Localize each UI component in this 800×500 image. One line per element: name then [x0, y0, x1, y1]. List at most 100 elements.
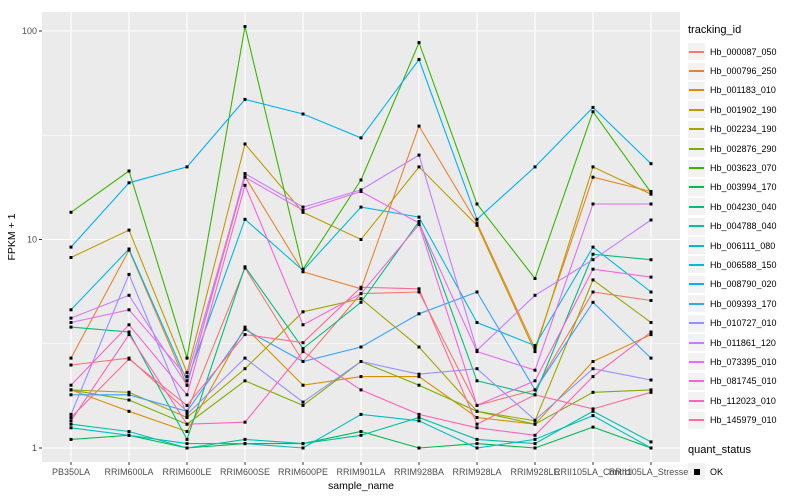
legend-item-label: Hb_081745_010 — [710, 376, 777, 387]
legend-item-label: Hb_004788_040 — [710, 221, 777, 232]
data-point — [127, 323, 131, 327]
data-point — [591, 414, 595, 418]
data-point — [243, 142, 247, 146]
data-point — [475, 403, 479, 407]
data-point — [301, 112, 305, 116]
data-point — [127, 228, 131, 232]
data-point — [475, 321, 479, 324]
data-point — [185, 416, 189, 419]
legend-item: Hb_001183_010 — [688, 81, 800, 100]
y-axis-title: FPKM + 1 — [6, 213, 18, 260]
data-point — [185, 446, 189, 450]
legend-line-icon — [689, 380, 704, 383]
x-tick-label: RRIM928LE — [510, 467, 559, 477]
data-point — [417, 312, 421, 316]
legend-title-quant-status: quant_status — [688, 443, 751, 456]
data-point — [591, 375, 595, 379]
data-point — [359, 433, 363, 437]
data-point — [185, 437, 189, 441]
legend-item: Hb_002234_190 — [688, 120, 800, 139]
x-tick-label: RRIM901LA — [336, 467, 385, 477]
data-point — [533, 277, 537, 280]
data-point — [69, 383, 73, 387]
data-point — [69, 356, 73, 360]
legend-item-list: Hb_000087_050 Hb_000796_250 Hb_001183_010 H… — [688, 42, 800, 430]
data-point — [591, 367, 595, 371]
legend-panel: tracking_id Hb_000087_050 Hb_000796_250 Hb… — [688, 0, 800, 481]
data-point — [359, 345, 363, 349]
legend-item: Hb_112023_010 — [688, 391, 800, 410]
data-point — [69, 325, 73, 329]
data-point — [243, 172, 247, 176]
data-point — [301, 341, 305, 345]
legend-key-swatch — [688, 275, 705, 293]
data-point — [591, 425, 595, 429]
data-point — [649, 299, 653, 302]
data-point — [417, 215, 421, 219]
y-tick-label: 100 — [22, 26, 37, 36]
x-tick-label: RRII105LA_Stressed — [609, 467, 690, 477]
legend-key-swatch — [688, 62, 705, 80]
data-point — [649, 321, 653, 324]
data-point — [127, 330, 131, 334]
legend-key-swatch — [688, 43, 705, 61]
legend-key-swatch — [688, 120, 705, 138]
data-point — [533, 433, 537, 437]
data-point — [417, 153, 421, 157]
legend-key-swatch — [688, 217, 705, 235]
data-point — [417, 58, 421, 61]
data-point — [359, 430, 363, 433]
legend-key-swatch — [688, 198, 705, 216]
data-point — [533, 368, 537, 372]
data-point — [301, 383, 305, 387]
data-point — [301, 210, 305, 214]
data-point — [417, 412, 421, 416]
data-point — [243, 217, 247, 221]
legend-item: Hb_003623_070 — [688, 158, 800, 177]
data-point — [591, 252, 595, 256]
data-point — [475, 442, 479, 446]
quant-status-label: OK — [710, 466, 724, 477]
legend-item: Hb_073395_010 — [688, 352, 800, 371]
data-point — [243, 379, 247, 383]
quant-key-swatch — [688, 463, 705, 480]
data-point — [243, 437, 247, 441]
data-point — [127, 430, 131, 433]
data-point — [533, 393, 537, 397]
data-point — [185, 165, 189, 169]
data-point — [127, 390, 131, 394]
legend-key-swatch — [688, 392, 705, 410]
legend-line-icon — [689, 89, 704, 92]
data-point — [69, 437, 73, 441]
legend-item: Hb_008790_020 — [688, 275, 800, 294]
data-point — [127, 398, 131, 402]
data-point — [649, 333, 653, 337]
x-tick-label: PB350LA — [52, 467, 90, 477]
data-point — [649, 202, 653, 206]
data-point — [185, 442, 189, 446]
data-point — [127, 308, 131, 312]
legend-item-label: Hb_001183_010 — [710, 85, 776, 96]
legend-item: Hb_010727_010 — [688, 313, 800, 332]
data-point — [417, 165, 421, 169]
legend-line-icon — [689, 225, 704, 228]
data-point — [301, 446, 305, 450]
data-point — [475, 290, 479, 294]
data-point — [649, 330, 653, 334]
legend-item-label: Hb_145979_010 — [710, 415, 777, 426]
data-point — [591, 278, 595, 282]
data-point — [185, 430, 189, 433]
data-point — [475, 350, 479, 354]
legend-key-swatch — [688, 334, 705, 352]
x-axis-title: sample_name — [328, 480, 394, 492]
data-point — [69, 308, 73, 312]
data-point — [591, 202, 595, 206]
legend-key-swatch — [688, 372, 705, 390]
data-point — [301, 400, 305, 404]
data-point — [359, 412, 363, 416]
data-point — [301, 310, 305, 314]
data-point — [475, 223, 479, 227]
x-tick-label: RRIM600LA — [104, 467, 153, 477]
data-point — [591, 267, 595, 271]
